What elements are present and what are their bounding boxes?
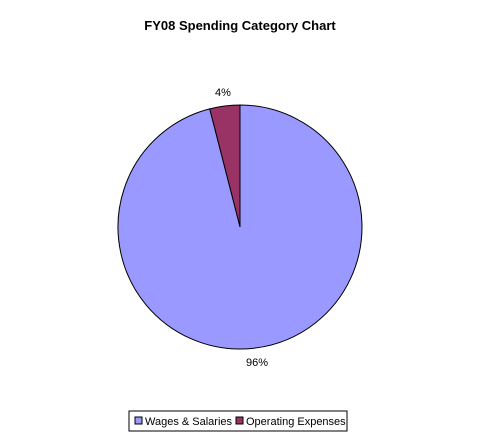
legend-swatch-operating-expenses	[235, 416, 244, 425]
slice-label-operating-expenses: 4%	[215, 87, 231, 99]
slice-label-wages-salaries: 96%	[246, 357, 268, 369]
slice-labels: 96% 4%	[215, 87, 268, 369]
legend-label-wages-salaries: Wages & Salaries	[145, 416, 233, 428]
pie-slices	[117, 104, 363, 350]
legend-swatch-wages-salaries	[134, 416, 143, 425]
pie-slice-wages-salaries	[117, 104, 363, 350]
legend-label-operating-expenses: Operating Expenses	[246, 416, 346, 428]
chart-title: FY08 Spending Category Chart	[144, 18, 336, 33]
legend: Wages & Salaries Operating Expenses	[128, 410, 348, 432]
